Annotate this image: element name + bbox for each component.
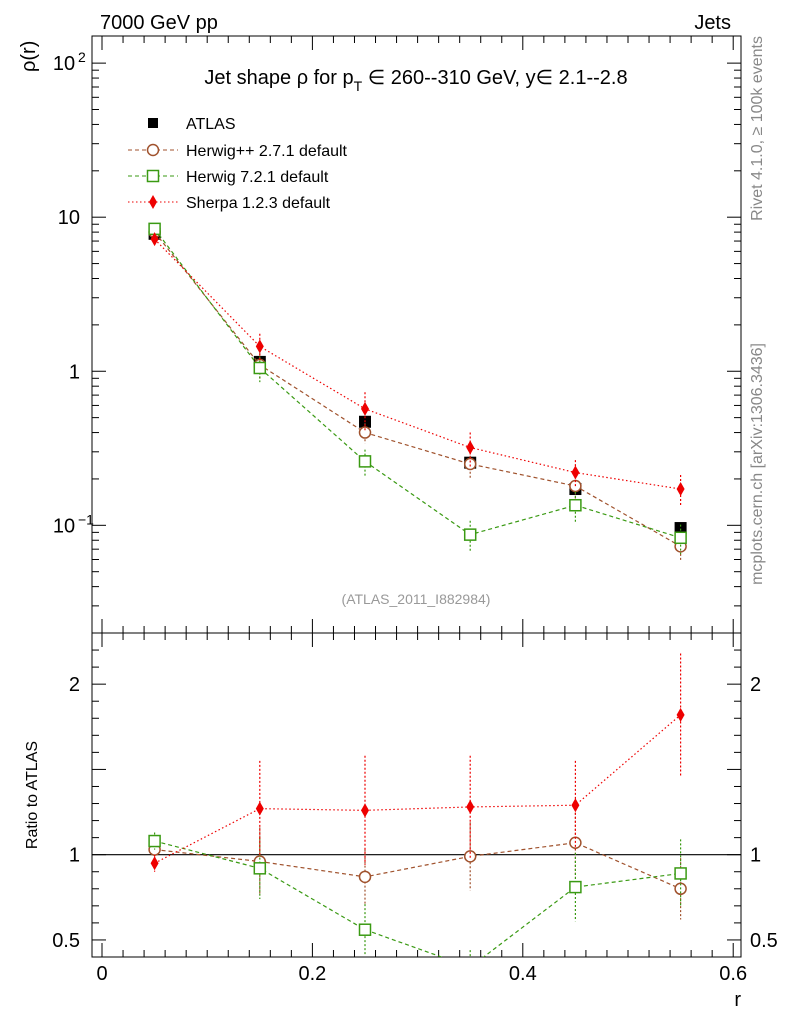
legend-label-sherpa: Sherpa 1.2.3 default: [186, 195, 331, 212]
ratio-data-point: [361, 803, 369, 818]
data-point: [358, 455, 372, 468]
series-line: [154, 228, 681, 539]
ratio-ylabel: Ratio to ATLAS: [24, 741, 41, 849]
legend-marker-sherpa: [149, 195, 157, 209]
legend-entry-herwigpp: Herwig++ 2.7.1 default: [128, 143, 348, 160]
y-tick-label-exponent: −1: [78, 511, 94, 527]
data-point: [463, 457, 477, 471]
y-tick-label: 10: [53, 53, 75, 75]
main-title: Jet shape ρ for pT ∈ 260--310 GeV, y∈ 2.…: [204, 67, 627, 94]
legend-marker-herwig7: [146, 169, 160, 183]
legend-entry-atlas: ATLAS: [148, 116, 236, 133]
ratio-data-point: [569, 880, 582, 894]
ratio-axes: 0.5 0.5 1 1 2 2 0 0.2 0.4 0.6: [52, 632, 778, 985]
data-point: [361, 401, 369, 416]
analysis-watermark: (ATLAS_2011_I882984): [342, 591, 491, 607]
ratio-series-herwig-7-2-1-default: [148, 832, 687, 957]
y-tick-label: 10: [53, 515, 75, 537]
ratio-data-point: [148, 834, 161, 848]
ratio-y-tick-label-right: 1: [750, 845, 761, 867]
title-part-2: ∈ 260--310 GeV, y∈ 2.1--2.8: [362, 67, 627, 89]
series-herwig-2-7-1-default: [148, 225, 687, 562]
ratio-y-tick-label-right: 2: [750, 674, 761, 696]
title-part-1: Jet shape ρ for p: [204, 67, 353, 89]
header-left: 7000 GeV pp: [100, 12, 218, 34]
mcplots-label: mcplots.cern.ch [arXiv:1306.3436]: [749, 343, 766, 585]
ratio-series-sherpa-1-2-3-default: [150, 653, 685, 872]
ratio-y-tick-label-right: 0.5: [750, 930, 778, 952]
ratio-data-point: [466, 799, 475, 814]
data-point: [674, 531, 687, 545]
ratio-y-tick-label-left: 0.5: [52, 930, 80, 952]
legend-label-herwig7: Herwig 7.2.1 default: [186, 169, 329, 186]
legend-marker-atlas: [148, 118, 158, 128]
series-line: [154, 238, 681, 490]
data-point: [466, 440, 475, 455]
main-plot-data: [148, 222, 687, 562]
ratio-plot-frame: [91, 632, 742, 958]
y-tick-label: 1: [69, 361, 80, 383]
ratio-series-line: [154, 840, 681, 957]
main-ylabel: ρ(r): [18, 41, 40, 72]
data-point: [569, 498, 582, 512]
data-point: [253, 361, 267, 375]
ratio-data-point: [253, 862, 267, 875]
x-tick-label: 0.4: [509, 963, 537, 985]
series-line: [154, 231, 681, 547]
legend-marker-herwigpp: [146, 143, 160, 157]
data-point: [571, 465, 580, 480]
legend-entry-sherpa: Sherpa 1.2.3 default: [128, 195, 331, 212]
x-tick-label: 0.6: [719, 963, 747, 985]
series-atlas: [148, 227, 687, 535]
data-point: [674, 522, 687, 535]
y-tick-label-exponent: 2: [78, 49, 86, 65]
data-point: [255, 339, 264, 354]
legend: ATLAS Herwig++ 2.7.1 default Herwig 7.2.…: [128, 116, 348, 212]
ratio-series-line: [154, 714, 681, 864]
y-tick-label: 10: [58, 207, 80, 229]
ratio-data-point: [358, 923, 372, 936]
series-sherpa-1-2-3-default: [150, 232, 685, 507]
x-tick-label: 0: [96, 963, 107, 985]
data-point: [463, 528, 477, 541]
title-sub: T: [354, 78, 363, 94]
x-axis-label: r: [734, 989, 741, 1011]
header-right: Jets: [694, 12, 731, 34]
data-point: [150, 232, 159, 247]
ratio-data-point: [676, 707, 685, 722]
ratio-plot-data: [148, 653, 687, 957]
ratio-data-point: [674, 867, 687, 880]
ratio-data-point: [571, 798, 580, 813]
ratio-data-point: [358, 870, 372, 884]
legend-entry-herwig7: Herwig 7.2.1 default: [128, 169, 329, 186]
rivet-label: Rivet 4.1.0, ≥ 100k events: [749, 36, 766, 221]
ratio-data-point: [255, 801, 264, 816]
series-herwig-7-2-1-default: [148, 222, 687, 555]
ratio-data-point: [150, 856, 159, 871]
ratio-series-line: [154, 842, 681, 890]
ratio-series-herwig-2-7-1-default: [148, 808, 687, 920]
ratio-y-tick-label-left: 2: [69, 674, 80, 696]
legend-label-atlas: ATLAS: [186, 116, 236, 133]
legend-label-herwigpp: Herwig++ 2.7.1 default: [186, 143, 348, 160]
ratio-y-tick-label-left: 1: [69, 845, 80, 867]
data-point: [358, 426, 372, 439]
data-point: [676, 482, 685, 497]
x-tick-label: 0.2: [298, 963, 326, 985]
